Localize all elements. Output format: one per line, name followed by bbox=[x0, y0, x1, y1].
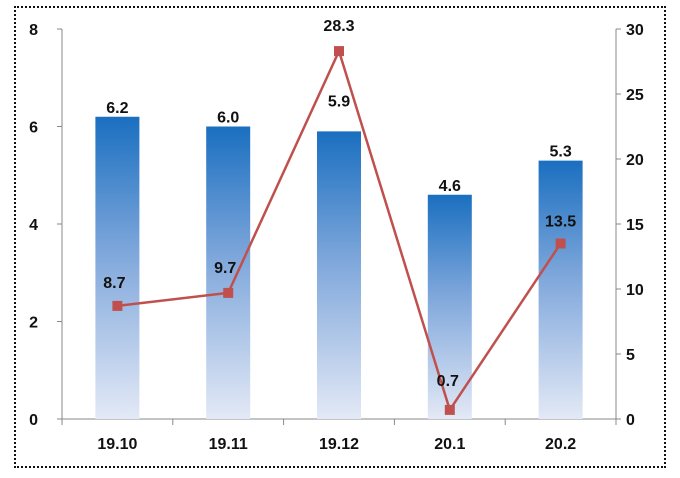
right-tick-label: 15 bbox=[626, 217, 644, 234]
bar-value-label: 6.0 bbox=[217, 110, 239, 127]
line-value-label: 28.3 bbox=[323, 18, 354, 35]
bar-value-label: 6.2 bbox=[106, 100, 128, 117]
left-tick-label: 6 bbox=[29, 120, 38, 137]
line-value-label: 9.7 bbox=[214, 260, 236, 277]
bar bbox=[206, 126, 251, 419]
line-value-label: 8.7 bbox=[103, 275, 125, 292]
bar-value-label: 4.6 bbox=[439, 178, 461, 195]
right-tick-label: 10 bbox=[626, 282, 644, 299]
line-marker bbox=[555, 238, 566, 249]
data-labels: 6.2 6.0 5.9 4.6 5.3 8.7 9.7 28.3 0.7 13.5 bbox=[103, 18, 576, 390]
bar-value-label: 5.3 bbox=[549, 144, 571, 161]
bar bbox=[427, 194, 472, 419]
line-marker bbox=[112, 300, 123, 311]
bar bbox=[538, 160, 583, 419]
right-tick-label: 20 bbox=[626, 152, 644, 169]
right-tick-label: 25 bbox=[626, 87, 644, 104]
line-series bbox=[112, 46, 566, 415]
left-tick-label: 2 bbox=[29, 315, 38, 332]
bar bbox=[317, 131, 361, 419]
x-tick-label: 19.12 bbox=[319, 436, 359, 453]
x-tick-label: 19.10 bbox=[97, 436, 137, 453]
line-marker bbox=[334, 46, 344, 57]
bars bbox=[95, 116, 583, 419]
bar bbox=[95, 116, 140, 419]
bar-value-label: 5.9 bbox=[328, 93, 350, 110]
chart-frame bbox=[14, 6, 666, 468]
left-tick-label: 0 bbox=[29, 412, 38, 429]
line-value-label: 0.7 bbox=[437, 373, 459, 390]
axes: 0 2 4 6 8 0 5 10 15 20 25 30 19.10 19.11 19.12 20.1 20.2 bbox=[29, 22, 644, 453]
x-tick-label: 20.1 bbox=[434, 436, 465, 453]
x-tick-label: 20.2 bbox=[545, 436, 576, 453]
left-tick-label: 8 bbox=[29, 22, 38, 39]
right-tick-label: 30 bbox=[626, 22, 644, 39]
right-tick-label: 5 bbox=[626, 347, 635, 364]
line-marker bbox=[444, 404, 455, 415]
left-tick-label: 4 bbox=[29, 217, 38, 234]
line-value-label: 13.5 bbox=[545, 214, 576, 231]
x-tick-label: 19.11 bbox=[209, 436, 248, 453]
line-marker bbox=[223, 287, 234, 298]
right-tick-label: 0 bbox=[626, 412, 635, 429]
